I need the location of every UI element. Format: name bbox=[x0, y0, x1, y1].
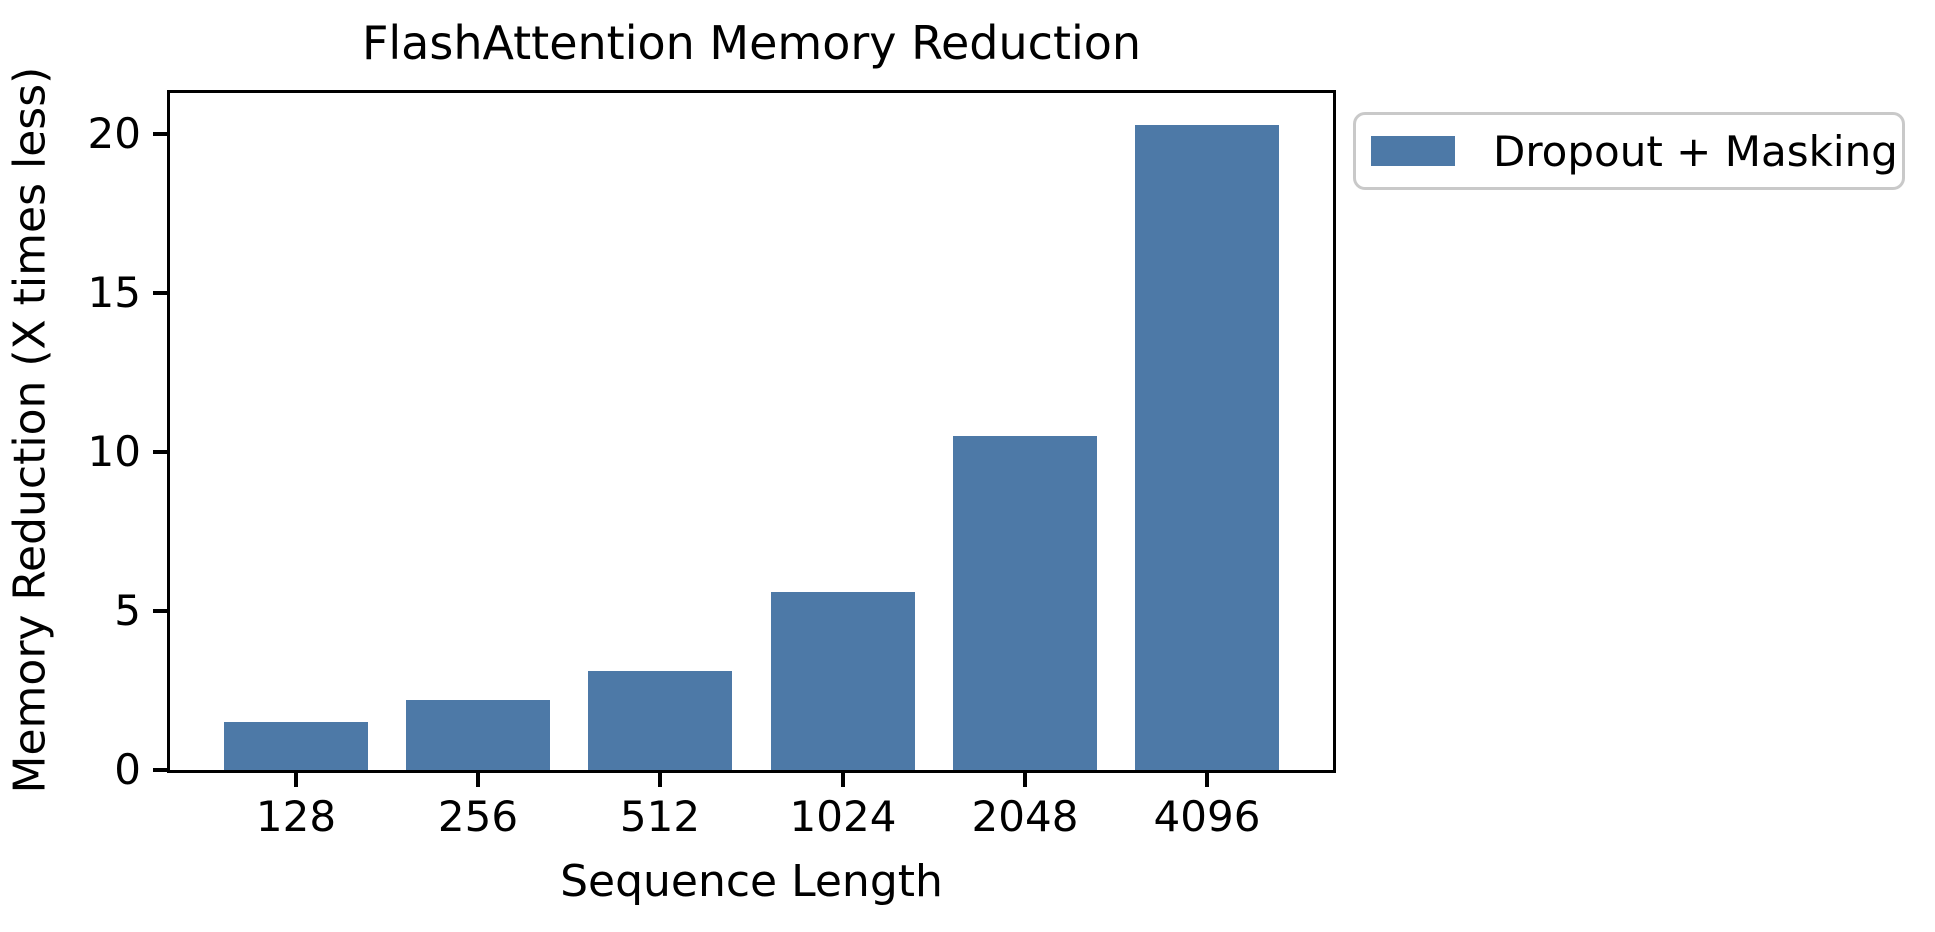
y-tick-mark bbox=[153, 291, 167, 295]
x-tick-label: 4096 bbox=[1153, 792, 1261, 841]
legend-swatch bbox=[1371, 136, 1455, 166]
chart-title: FlashAttention Memory Reduction bbox=[361, 16, 1142, 70]
bar-512 bbox=[588, 671, 733, 770]
y-tick-label: 10 bbox=[87, 427, 141, 476]
x-tick-label: 256 bbox=[437, 792, 519, 841]
bar-1024 bbox=[770, 592, 915, 770]
x-tick-mark bbox=[476, 773, 480, 787]
y-tick-mark bbox=[153, 768, 167, 772]
x-tick-mark bbox=[841, 773, 845, 787]
y-tick-label: 5 bbox=[114, 586, 141, 635]
x-axis-label: Sequence Length bbox=[560, 856, 943, 907]
y-tick-label: 20 bbox=[87, 109, 141, 158]
x-tick-mark bbox=[1023, 773, 1027, 787]
y-tick-label: 0 bbox=[114, 745, 141, 794]
y-tick-mark bbox=[153, 609, 167, 613]
legend-label: Dropout + Masking bbox=[1493, 126, 1898, 176]
bar-2048 bbox=[952, 436, 1097, 770]
plot-area bbox=[167, 90, 1336, 773]
y-tick-mark bbox=[153, 450, 167, 454]
y-tick-label: 15 bbox=[87, 268, 141, 317]
x-tick-label: 128 bbox=[255, 792, 337, 841]
bar-256 bbox=[406, 700, 551, 770]
x-tick-mark bbox=[658, 773, 662, 787]
x-tick-label: 1024 bbox=[789, 792, 897, 841]
x-tick-label: 512 bbox=[619, 792, 701, 841]
legend-box: Dropout + Masking bbox=[1353, 112, 1905, 190]
bar-4096 bbox=[1135, 125, 1279, 770]
bar-128 bbox=[224, 722, 368, 770]
x-tick-mark bbox=[294, 773, 298, 787]
x-tick-mark bbox=[1205, 773, 1209, 787]
x-tick-label: 2048 bbox=[971, 792, 1079, 841]
y-tick-mark bbox=[153, 132, 167, 136]
